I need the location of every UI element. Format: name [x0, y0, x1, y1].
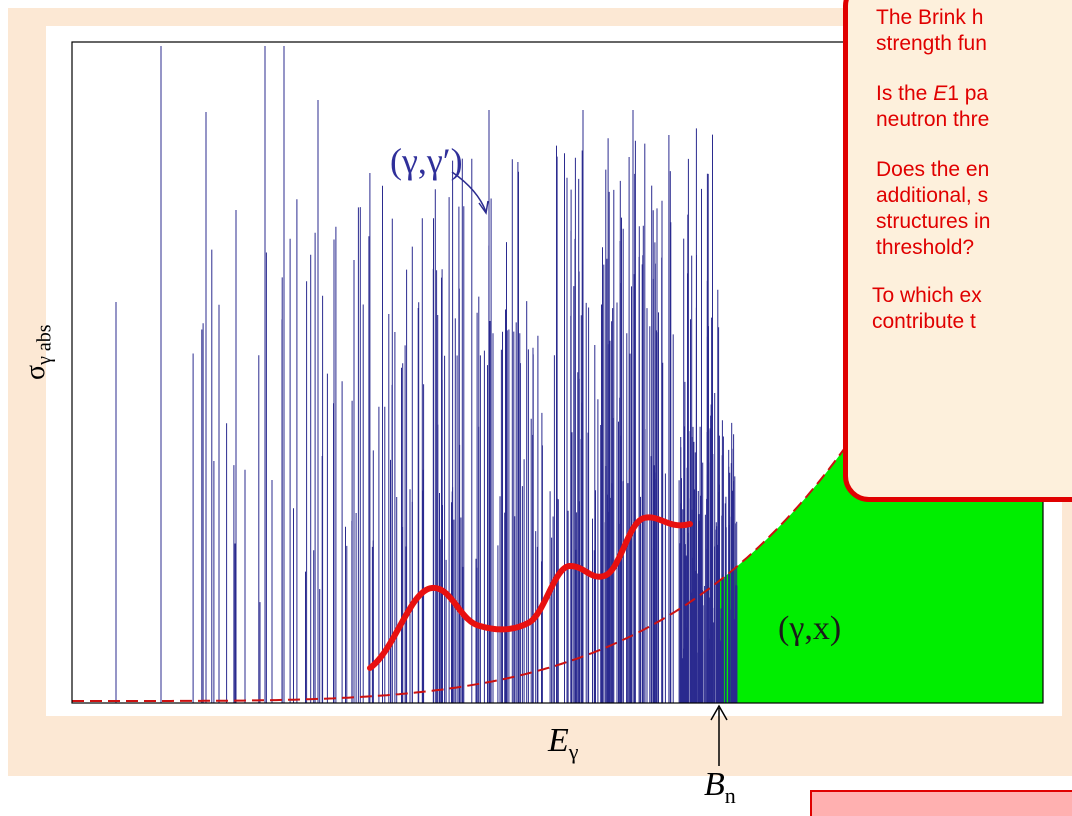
callout-box: The Brink h strength fun Is the E1 pa ne…: [843, 0, 1072, 502]
callout-line: additional, s: [876, 184, 989, 207]
callout-line: Is the E1 pa: [876, 82, 989, 105]
gamma-gamma-arrow-head: [478, 200, 489, 215]
continuum-fill-region: [719, 41, 1043, 703]
threshold-arrow-head: [710, 704, 728, 721]
callout-line: neutron thre: [876, 108, 990, 131]
strength-function-curve: [367, 514, 693, 671]
callout-line: The Brink h: [876, 6, 984, 29]
callout-line: structures in: [876, 210, 991, 233]
gamma-gamma-annotation: (γ,γ′): [390, 141, 463, 181]
callout-line: Does the en: [876, 158, 990, 181]
bottom-callout-box: [810, 790, 1072, 816]
envelope-dashed-curve: [72, 46, 1042, 702]
callout-line: To which ex: [872, 284, 982, 307]
callout-line: threshold?: [876, 236, 975, 259]
neutron-threshold-label: Bn: [704, 766, 736, 808]
y-axis-label: σγ abs: [20, 324, 56, 380]
gamma-x-annotation: (γ,x): [778, 610, 842, 647]
gamma-gamma-arrow-shaft: [451, 171, 487, 213]
callout-line: strength fun: [876, 32, 987, 55]
x-axis-label: Eγ: [548, 722, 579, 764]
callout-line: contribute t: [872, 310, 976, 333]
